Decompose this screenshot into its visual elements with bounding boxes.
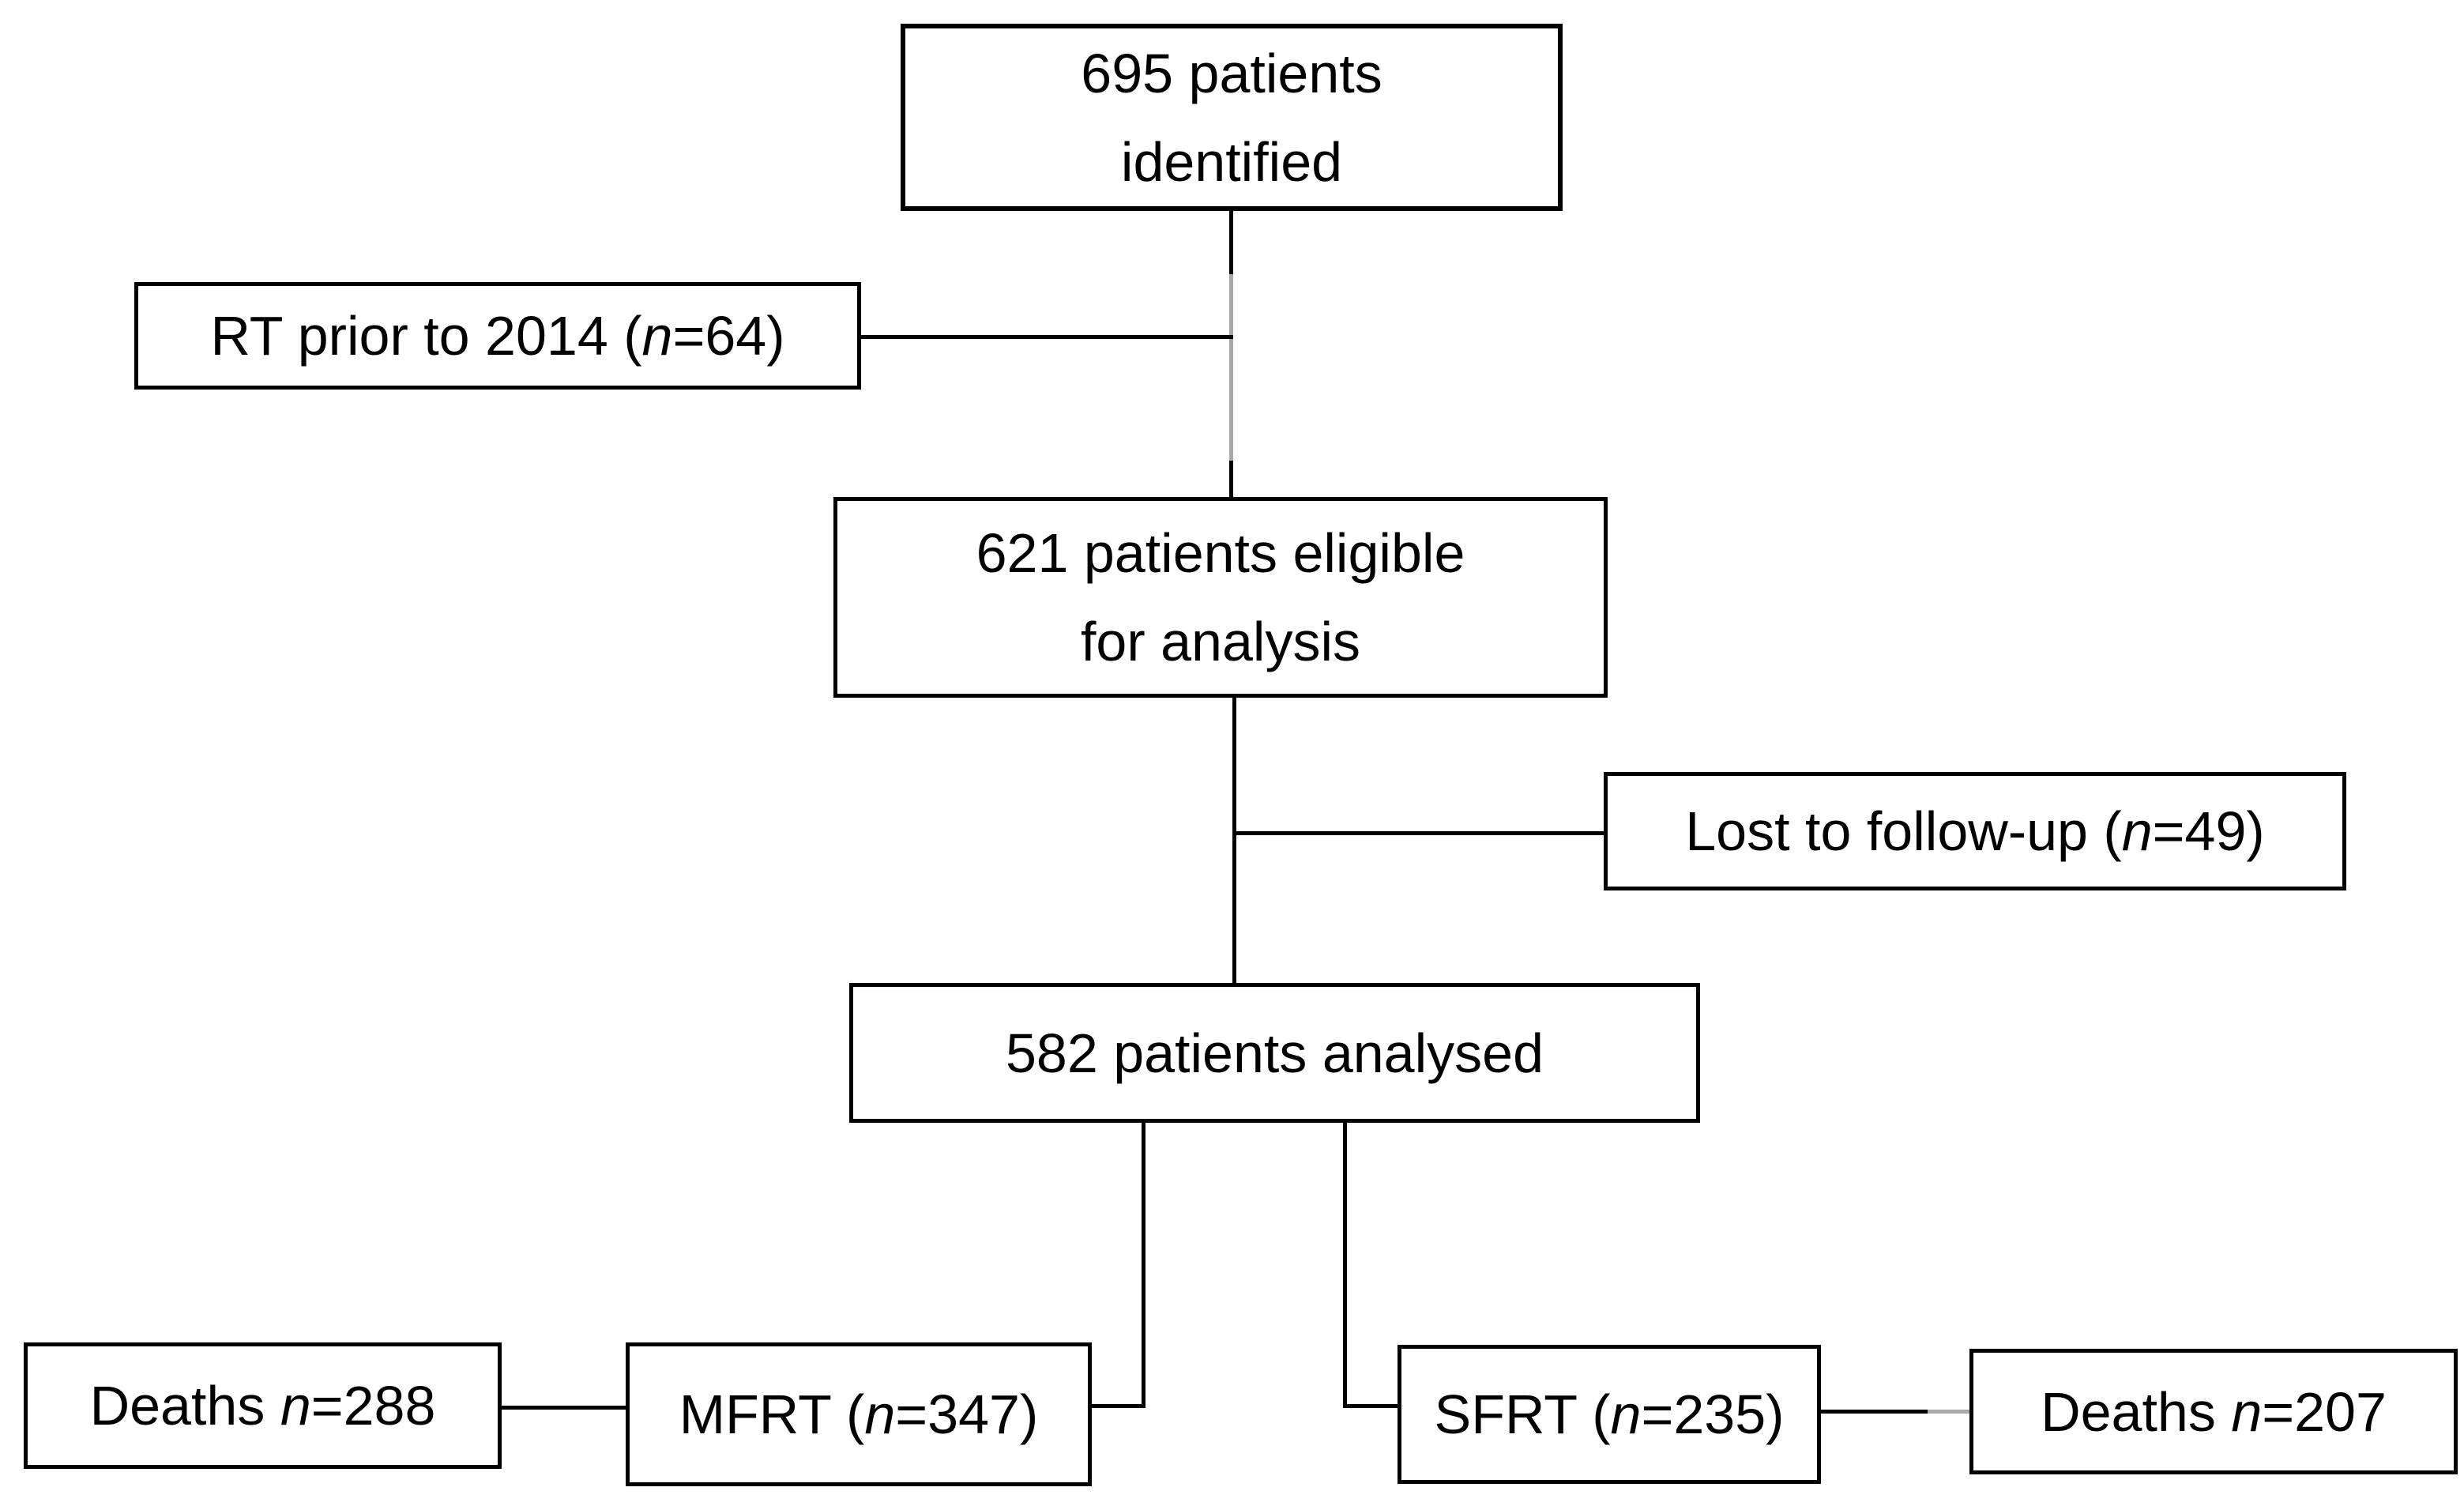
identified-line1: 695 patients xyxy=(1081,42,1382,104)
n-variable: n xyxy=(2231,1380,2263,1443)
identified-line2: identified xyxy=(1120,130,1343,193)
deaths-sfrt-box: Deaths n=207 xyxy=(1969,1349,2458,1474)
rt-prior-label: RT prior to 2014 (n=64) xyxy=(210,305,785,367)
connector-analysed-to-sfrt-vertical xyxy=(1343,1121,1347,1408)
eligible-box: 621 patients eligible for analysis xyxy=(833,497,1608,698)
connector-identified-to-eligible-bottom xyxy=(1229,461,1233,499)
analysed-box: 582 patients analysed xyxy=(849,983,1700,1123)
connector-analysed-to-mfrt-vertical xyxy=(1142,1121,1145,1408)
sfrt-label: SFRT (n=235) xyxy=(1434,1384,1785,1445)
connector-lost-followup-branch xyxy=(1235,831,1604,835)
n-variable: n xyxy=(864,1384,896,1445)
eligible-line2: for analysis xyxy=(1080,611,1361,672)
connector-analysed-to-sfrt-horizontal xyxy=(1343,1404,1400,1408)
connector-identified-to-eligible-top xyxy=(1229,208,1233,274)
connector-eligible-to-analysed xyxy=(1232,695,1236,985)
connector-sfrt-to-deaths-gray xyxy=(1928,1410,1971,1414)
n-variable: n xyxy=(641,305,673,367)
lost-followup-label: Lost to follow-up (n=49) xyxy=(1685,800,2265,862)
mfrt-label: MFRT (n=347) xyxy=(679,1384,1039,1445)
rt-prior-box: RT prior to 2014 (n=64) xyxy=(134,282,861,390)
deaths-mfrt-box: Deaths n=288 xyxy=(24,1342,502,1469)
n-variable: n xyxy=(2121,800,2153,862)
identified-box: 695 patients identified xyxy=(901,24,1563,211)
connector-analysed-to-mfrt-horizontal xyxy=(1089,1404,1145,1408)
deaths-mfrt-label: Deaths n=288 xyxy=(89,1375,436,1436)
n-variable: n xyxy=(280,1375,311,1436)
mfrt-box: MFRT (n=347) xyxy=(626,1342,1092,1486)
deaths-sfrt-label: Deaths n=207 xyxy=(2041,1380,2387,1443)
connector-mfrt-to-deaths xyxy=(499,1406,630,1410)
lost-followup-box: Lost to follow-up (n=49) xyxy=(1604,772,2346,890)
sfrt-box: SFRT (n=235) xyxy=(1398,1345,1821,1484)
n-variable: n xyxy=(1610,1384,1642,1445)
analysed-label: 582 patients analysed xyxy=(1005,1022,1544,1084)
connector-identified-to-eligible-gray xyxy=(1229,274,1233,461)
connector-sfrt-to-deaths-black xyxy=(1819,1410,1928,1414)
connector-rt-prior-branch xyxy=(860,335,1233,339)
eligible-line1: 621 patients eligible xyxy=(976,522,1465,584)
